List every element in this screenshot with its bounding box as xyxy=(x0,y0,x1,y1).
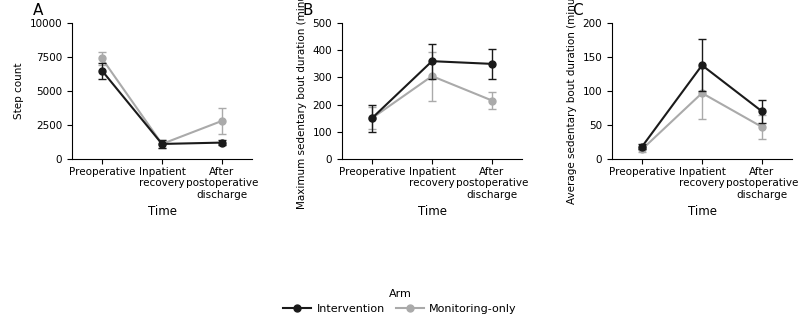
X-axis label: Time: Time xyxy=(147,205,177,218)
Y-axis label: Maximum sedentary bout duration (minutes): Maximum sedentary bout duration (minutes… xyxy=(297,0,307,209)
Text: C: C xyxy=(573,3,583,18)
X-axis label: Time: Time xyxy=(687,205,717,218)
Y-axis label: Step count: Step count xyxy=(14,63,24,119)
X-axis label: Time: Time xyxy=(418,205,446,218)
Text: A: A xyxy=(32,3,42,18)
Legend: Intervention, Monitoring-only: Intervention, Monitoring-only xyxy=(278,284,522,319)
Y-axis label: Average sedentary bout duration (minutes): Average sedentary bout duration (minutes… xyxy=(567,0,577,204)
Text: B: B xyxy=(302,3,313,18)
